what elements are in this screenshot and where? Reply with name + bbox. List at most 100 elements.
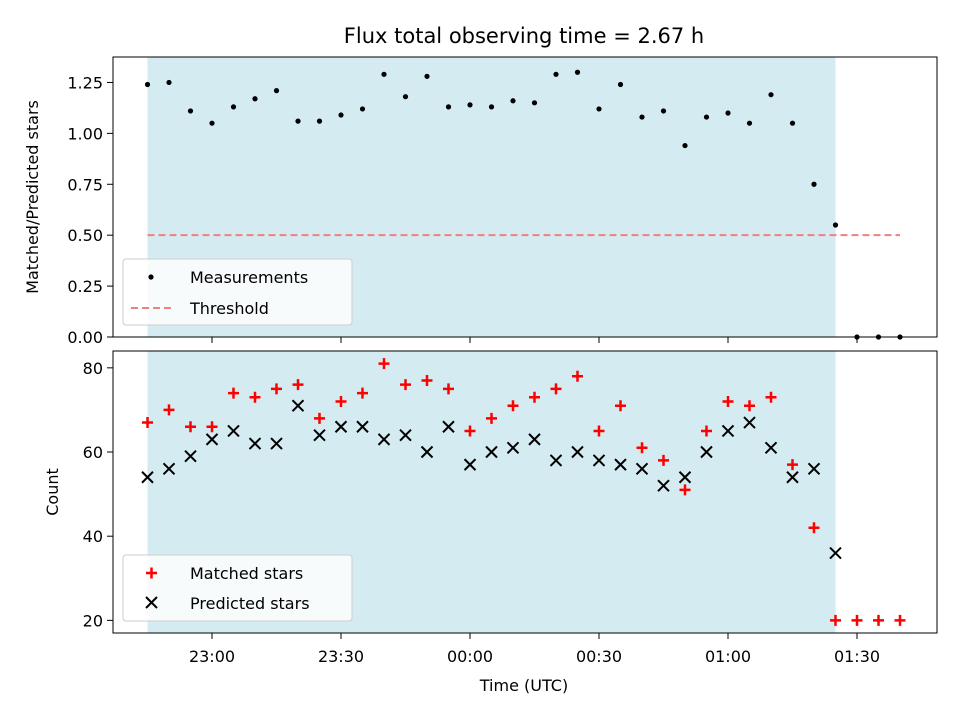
top-y-axis-label: Matched/Predicted stars <box>23 100 42 294</box>
predicted-star-point <box>635 462 649 476</box>
measurement-point <box>660 108 667 114</box>
predicted-star-point <box>291 399 305 412</box>
bottom-y-tick-label: 80 <box>83 359 103 378</box>
bottom-axes-frame <box>112 350 938 634</box>
measurement-point <box>746 120 753 126</box>
measurement-point <box>359 106 366 112</box>
predicted-star-point <box>184 450 197 463</box>
top-y-tick-label: 1.25 <box>67 73 103 92</box>
predicted-star-point <box>807 462 821 476</box>
predicted-star-point <box>657 479 670 492</box>
matched-star-point <box>185 421 196 433</box>
measurement-point <box>789 120 796 126</box>
matched-star-point <box>679 484 691 496</box>
predicted-star-point <box>248 437 262 450</box>
measurement-point <box>252 96 258 102</box>
matched-star-point <box>873 614 884 626</box>
measurement-point <box>832 222 839 228</box>
legend-x-marker <box>145 596 158 609</box>
matched-star-point <box>163 404 175 416</box>
matched-star-point <box>765 391 777 403</box>
matched-star-point <box>636 442 648 454</box>
legend-dot-marker <box>148 274 154 280</box>
legend-measurements: Measurements <box>190 268 308 287</box>
measurement-point <box>273 88 280 94</box>
matched-star-point <box>443 383 454 395</box>
measurement-point <box>639 114 645 120</box>
measurement-point <box>574 69 581 75</box>
measurement-point <box>725 110 731 116</box>
measurement-point <box>295 118 301 124</box>
matched-star-point <box>658 454 669 466</box>
matched-star-point <box>894 614 906 626</box>
matched-star-point <box>228 387 239 399</box>
predicted-star-point <box>334 420 348 433</box>
top-y-tick-label: 0.00 <box>67 328 103 347</box>
matched-star-point <box>421 374 433 386</box>
bottom-y-axis-label: Count <box>43 468 62 516</box>
matched-star-point <box>378 358 390 370</box>
matched-star-point <box>142 417 153 429</box>
measurement-point <box>510 98 516 104</box>
matched-star-point <box>486 412 497 424</box>
predicted-star-point <box>442 420 455 433</box>
predicted-star-point <box>743 416 756 429</box>
measurement-point <box>617 81 624 88</box>
predicted-star-point <box>141 471 154 484</box>
measurement-point <box>402 94 409 100</box>
measurement-point <box>338 112 344 118</box>
predicted-star-point <box>205 433 219 446</box>
matched-star-point <box>787 459 798 471</box>
predicted-star-point <box>721 424 735 438</box>
measurement-point <box>811 181 817 187</box>
measurement-point <box>553 71 559 77</box>
measurement-point <box>144 81 151 88</box>
predicted-star-point <box>270 437 283 450</box>
matched-star-point <box>744 400 755 412</box>
measurement-point <box>381 71 387 77</box>
bottom-y-tick-label: 20 <box>83 611 103 630</box>
predicted-star-point <box>162 462 176 476</box>
legend-matched-stars: Matched stars <box>190 564 303 583</box>
measurement-point <box>187 108 194 114</box>
matched-star-point <box>830 614 841 626</box>
matched-star-point <box>335 396 347 408</box>
matched-star-point <box>357 387 368 399</box>
top-y-tick-label: 0.25 <box>67 277 103 296</box>
x-tick-label: 23:00 <box>189 647 235 666</box>
measurement-point <box>488 104 495 110</box>
matched-star-point <box>314 412 325 424</box>
legend-threshold: Threshold <box>189 299 269 318</box>
measurement-point <box>531 100 538 106</box>
x-tick-label: 01:30 <box>834 647 880 666</box>
predicted-star-point <box>829 546 842 560</box>
predicted-star-point <box>313 428 326 442</box>
x-tick-label: 23:30 <box>318 647 364 666</box>
measurement-point <box>467 102 473 108</box>
top-axes-frame <box>112 56 938 338</box>
x-tick-label: 00:00 <box>447 647 493 666</box>
matched-star-point <box>249 391 261 403</box>
matched-star-point <box>206 421 218 433</box>
predicted-star-point <box>356 420 369 433</box>
matched-star-point <box>851 614 863 626</box>
bottom-y-tick-label: 60 <box>83 443 103 462</box>
matched-star-point <box>572 370 583 382</box>
matched-star-point <box>615 400 626 412</box>
matched-star-point <box>701 425 712 437</box>
measurement-point <box>596 106 602 112</box>
predicted-star-point <box>592 454 606 467</box>
legend-plus-marker <box>146 567 157 579</box>
matched-star-point <box>292 379 304 391</box>
bottom-legend: Matched stars Predicted stars <box>122 554 353 622</box>
predicted-star-point <box>463 458 477 471</box>
legend-predicted-stars: Predicted stars <box>190 594 310 613</box>
matched-star-point <box>400 379 411 391</box>
predicted-star-point <box>678 471 692 484</box>
measurement-point <box>768 92 774 98</box>
measurement-point <box>682 142 688 149</box>
bottom-y-tick-label: 40 <box>83 527 103 546</box>
measurement-point <box>230 104 237 110</box>
top-y-tick-label: 0.50 <box>67 226 103 245</box>
predicted-star-point <box>227 424 240 438</box>
